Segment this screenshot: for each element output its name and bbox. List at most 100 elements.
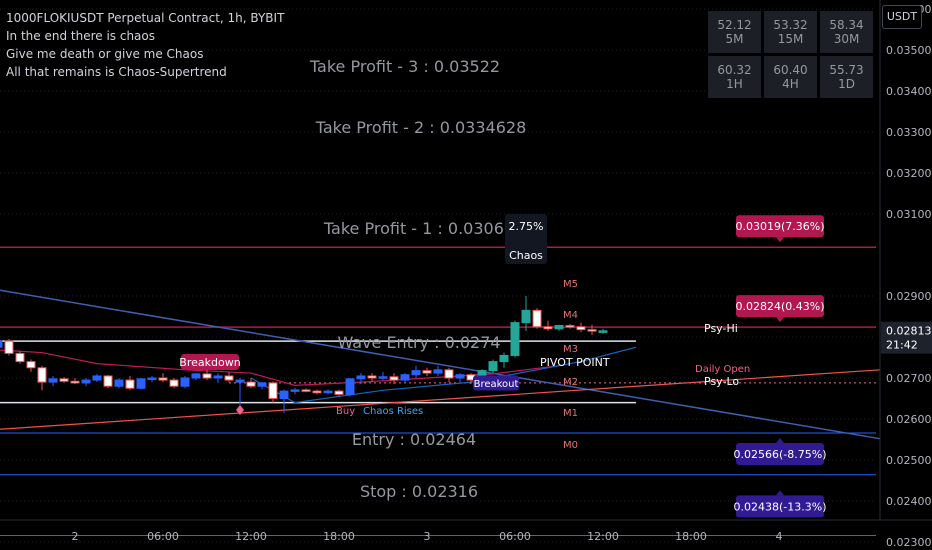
candle-body: [510, 322, 520, 356]
candle-body: [125, 379, 135, 389]
candle: [81, 378, 91, 387]
candle: [290, 387, 300, 395]
candle-body: [81, 379, 91, 384]
pivot-label: M4: [563, 310, 578, 321]
candle-body: [598, 330, 608, 333]
chaos-pct: 2.75%: [509, 220, 544, 233]
daily-open-label: Daily Open: [695, 364, 750, 375]
candle: [576, 322, 586, 333]
psy-lo-label: Psy-Lo: [704, 375, 739, 388]
level-label: Stop : 0.02316: [360, 482, 478, 501]
candle: [257, 382, 267, 390]
price-tick-label: 0.02400: [886, 495, 932, 508]
candle-body: [114, 379, 124, 387]
candle-body: [26, 361, 36, 369]
candle-body: [202, 373, 212, 379]
candle: [367, 373, 377, 383]
price-tick-label: 0.03200: [886, 167, 932, 180]
candle-body: [37, 367, 47, 383]
last-price-countdown: 21:42: [886, 339, 918, 352]
target-chip: 0.02824(0.43%): [735, 295, 825, 323]
indicator-line-2: Give me death or give me Chaos: [6, 47, 204, 61]
candle-body: [499, 354, 509, 363]
candle: [378, 371, 388, 381]
candle-body: [334, 390, 344, 395]
price-tick-label: 0.03400: [886, 85, 932, 98]
price-tick-label: 0.02500: [886, 454, 932, 467]
candle: [268, 381, 278, 403]
candle: [125, 375, 135, 391]
candle-body: [59, 378, 69, 382]
rsi-value: 52.12: [717, 18, 752, 32]
candle-body: [356, 375, 366, 380]
target-chip-pointer: [776, 437, 784, 443]
level-label: Take Profit - 2 : 0.0334628: [315, 118, 527, 137]
indicator-line-1: In the end there is chaos: [6, 29, 155, 43]
rsi-timeframe: 5M: [725, 32, 744, 46]
rsi-timeframe: 4H: [782, 77, 799, 91]
target-chip: 0.02438(-13.3%): [734, 490, 827, 518]
pivot-point-label: PIVOT POINT: [540, 356, 610, 369]
candle-body: [136, 378, 146, 389]
chaos-callout: 2.75% Chaos: [505, 214, 547, 264]
candle: [433, 365, 443, 376]
candle: [114, 378, 124, 389]
candle-body: [323, 390, 333, 394]
candle: [169, 378, 179, 389]
candle: [521, 296, 531, 331]
candle: [323, 389, 333, 395]
candle-body: [92, 375, 102, 381]
candle: [510, 320, 520, 358]
time-tick-label: 12:00: [235, 530, 267, 543]
chaos-text: Chaos: [509, 249, 543, 262]
psy-hi-label: Psy-Hi: [704, 322, 738, 335]
rsi-timeframe: 1D: [838, 77, 855, 91]
chart-annotations: Take Profit - 3 : 0.03522 Take Profit - 2…: [179, 57, 827, 518]
candle: [103, 374, 113, 389]
time-axis[interactable]: 2 06:00 12:00 18:00 3 06:00 12:00 18:00 4: [0, 519, 932, 543]
target-chip-text: 0.03019(7.36%): [735, 220, 824, 233]
candle-body: [169, 379, 179, 387]
candle: [48, 375, 58, 387]
candle: [554, 324, 564, 331]
candle-body: [400, 374, 410, 381]
time-tick-label: 4: [776, 530, 783, 543]
target-chip: 0.02566(-8.75%): [734, 437, 827, 465]
candle-body: [246, 381, 256, 387]
time-tick-label: 12:00: [587, 530, 619, 543]
price-axis[interactable]: 0.02300 0.02400 0.02500 0.02600 0.02700 0.028…: [879, 0, 932, 550]
candle-body: [147, 377, 157, 380]
candle: [224, 371, 234, 383]
target-chip: 0.03019(7.36%): [735, 215, 825, 243]
level-label: Take Profit - 3 : 0.03522: [309, 57, 500, 76]
candlesticks: [0, 296, 608, 413]
rsi-value: 55.73: [829, 63, 864, 77]
time-tick-label: 06:00: [147, 530, 179, 543]
breakdown-marker: [236, 405, 244, 415]
candle: [191, 373, 201, 381]
target-chip-bg: [736, 215, 824, 238]
breakout-chip-text: Breakout: [474, 379, 519, 390]
candle: [444, 367, 454, 383]
currency-button[interactable]: USDT: [882, 5, 922, 29]
candle: [92, 373, 102, 383]
candle-body: [290, 389, 300, 392]
candle: [246, 378, 256, 389]
target-chip-bg: [736, 495, 824, 518]
target-chip-text: 0.02566(-8.75%): [734, 448, 827, 461]
target-chip-pointer: [776, 490, 784, 496]
price-tick-label: 0.02700: [886, 372, 932, 385]
candle: [411, 365, 421, 378]
target-chip-text: 0.02438(-13.3%): [734, 500, 827, 513]
target-chip-bg: [736, 442, 824, 465]
last-price-value: 0.02813: [886, 325, 932, 338]
candle: [345, 378, 355, 397]
candle: [532, 308, 542, 329]
breakdown-chip: Breakdown: [179, 354, 241, 370]
candle-body: [488, 361, 498, 372]
candle: [312, 389, 322, 395]
candle-body: [543, 326, 553, 330]
candle-body: [378, 376, 388, 379]
